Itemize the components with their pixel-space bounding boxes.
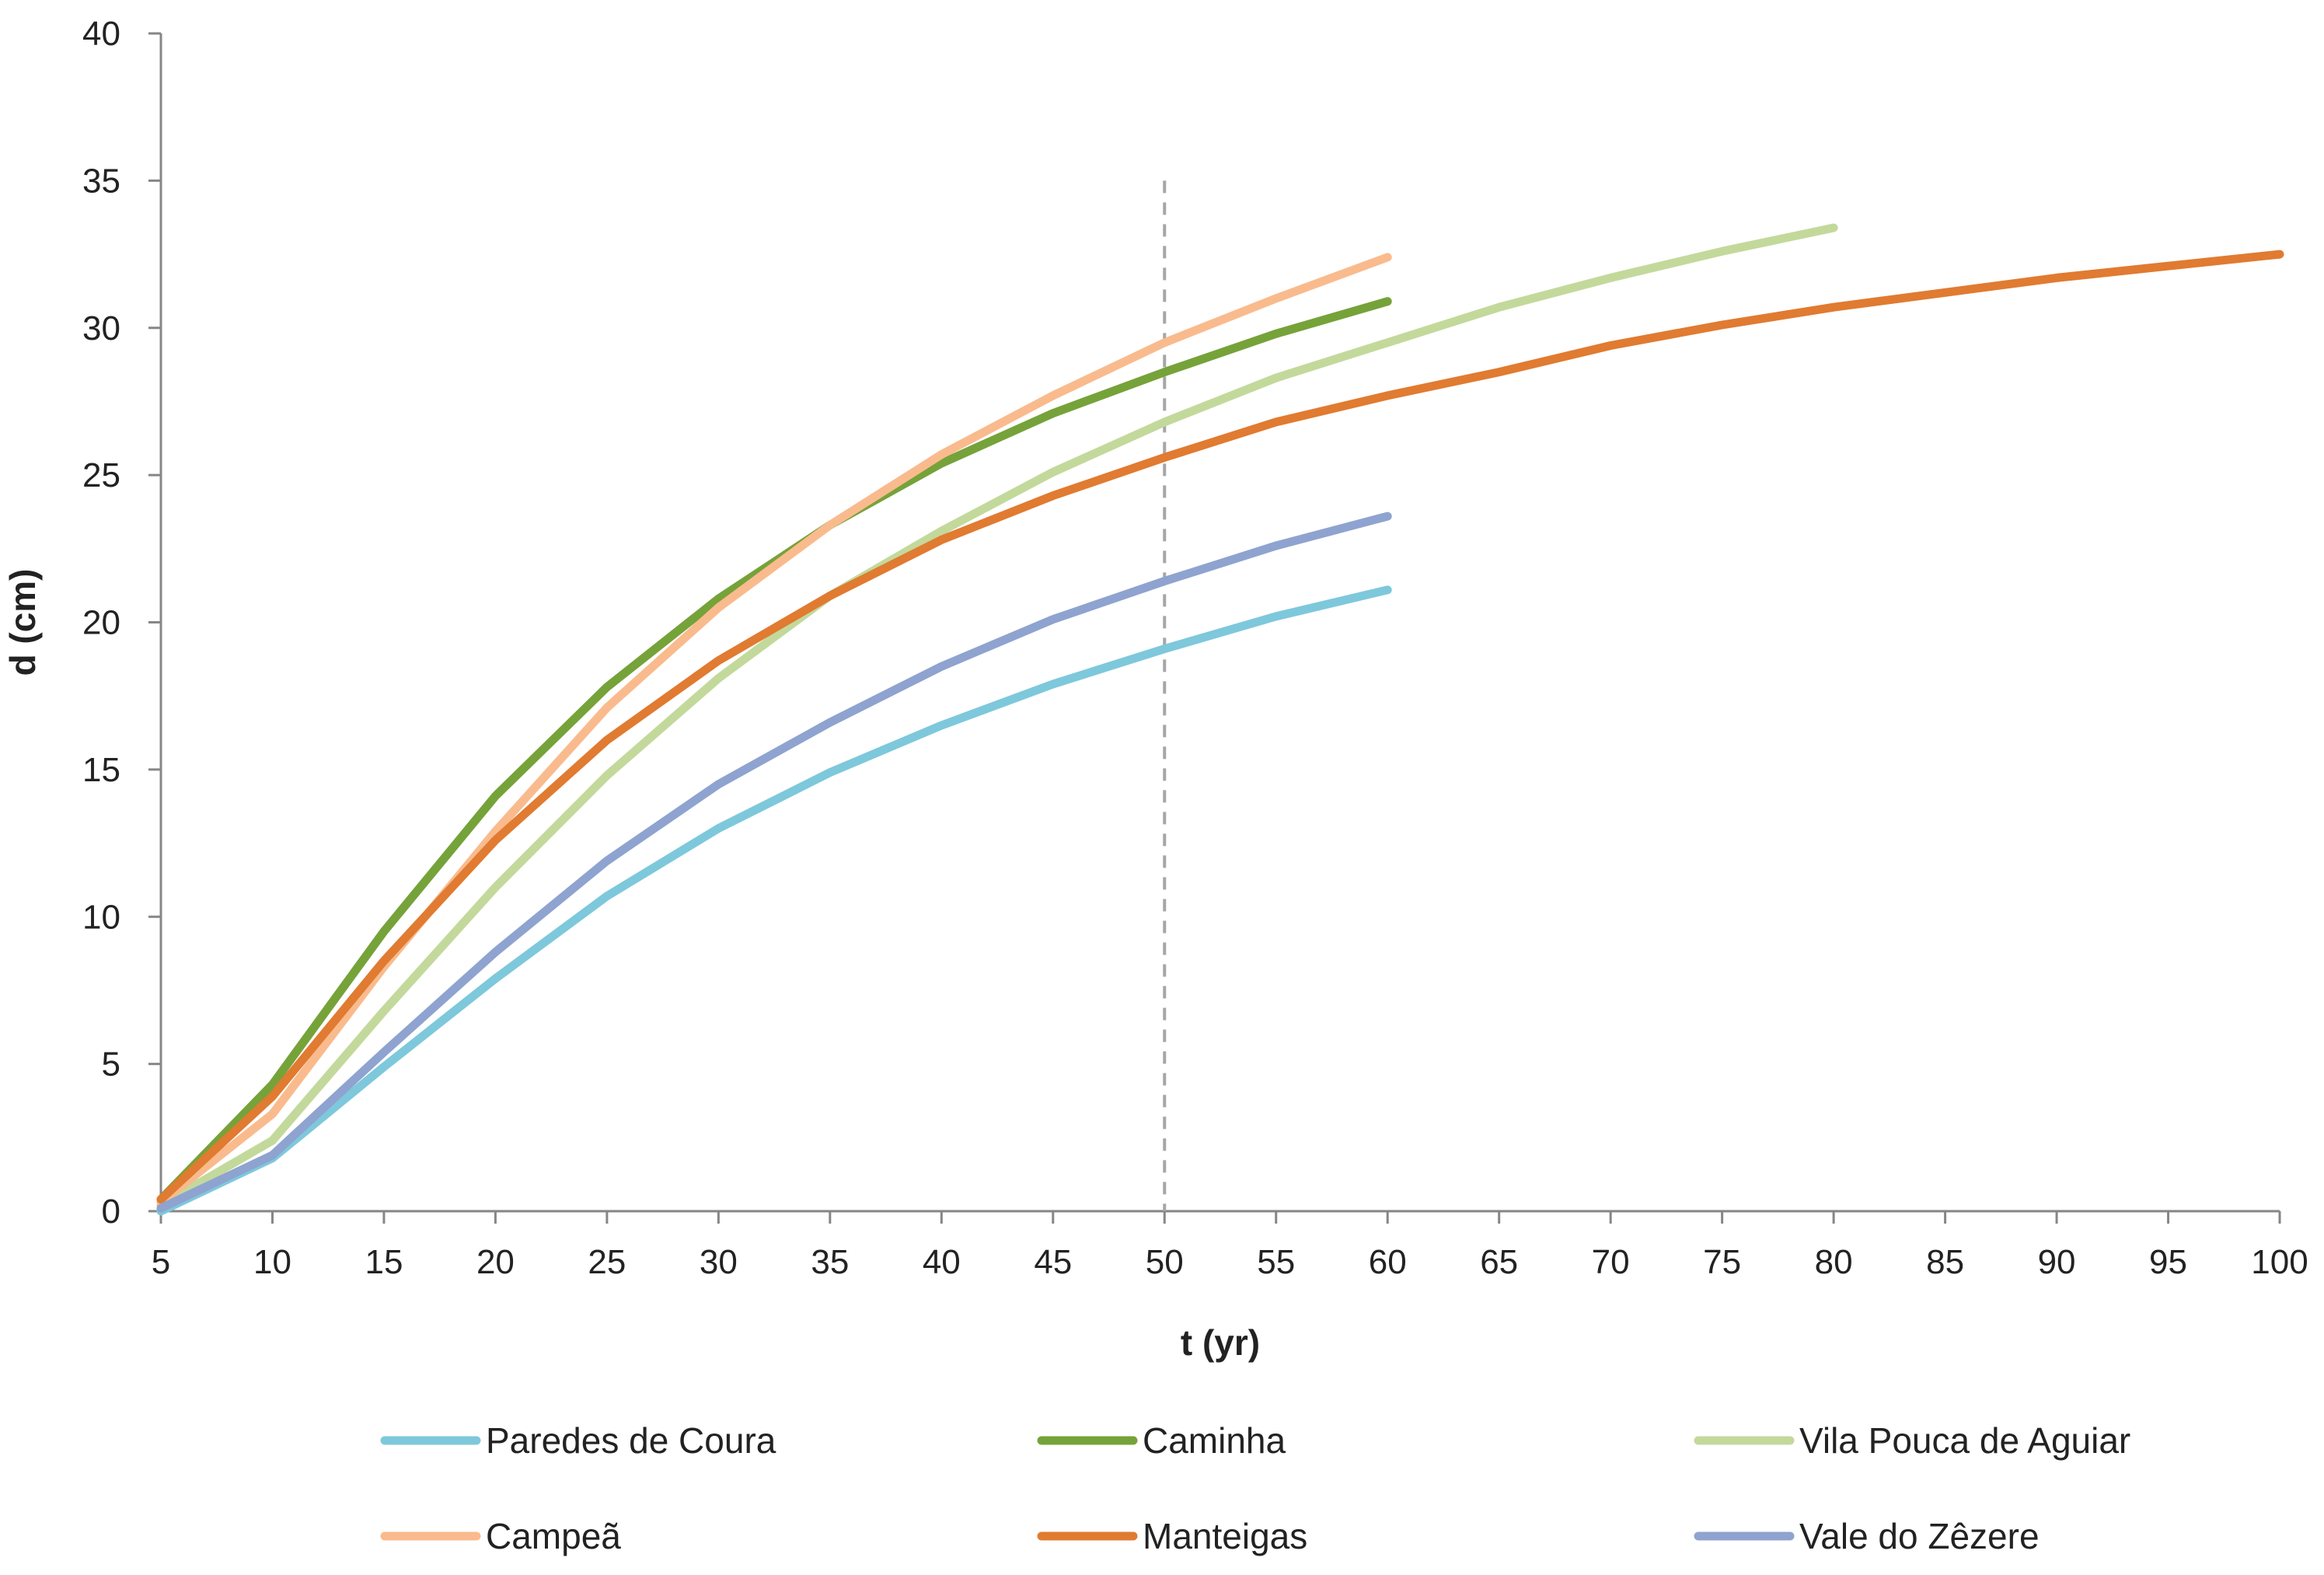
series-lines — [156, 223, 2284, 1216]
x-tick-label: 90 — [2038, 1243, 2076, 1281]
x-tick-label: 100 — [2251, 1243, 2308, 1281]
legend-label: Vila Pouca de Aguiar — [1799, 1420, 2130, 1461]
legend: Paredes de Coura Caminha Vila Pouca de Agu… — [380, 1420, 2130, 1556]
x-tick-label: 35 — [811, 1243, 849, 1281]
y-tick-label: 25 — [82, 456, 120, 494]
y-tick-label: 35 — [82, 162, 120, 200]
legend-label: Caminha — [1143, 1420, 1286, 1461]
x-tick-label: 50 — [1146, 1243, 1184, 1281]
x-tick-label: 75 — [1703, 1243, 1741, 1281]
legend-label: Campeã — [486, 1516, 621, 1556]
legend-item-vale-do-zezere: Vale do Zêzere — [1694, 1516, 2040, 1556]
series-line-vila-pouca-de-aguiar — [156, 223, 1838, 1210]
series-line-campea — [156, 253, 1392, 1207]
legend-item-paredes-de-coura: Paredes de Coura — [380, 1420, 776, 1461]
y-tick-label: 10 — [82, 898, 120, 936]
legend-item-manteigas: Manteigas — [1037, 1516, 1307, 1556]
x-tick-label: 60 — [1369, 1243, 1407, 1281]
x-axis-ticks: 5 10 15 20 25 30 35 40 45 50 55 60 65 70 75 80 85 90 95 100 — [152, 1211, 2308, 1281]
x-tick-label: 85 — [1926, 1243, 1964, 1281]
x-tick-label: 45 — [1034, 1243, 1072, 1281]
x-tick-label: 10 — [253, 1243, 291, 1281]
x-tick-label: 30 — [700, 1243, 738, 1281]
legend-label: Manteigas — [1143, 1516, 1307, 1556]
x-tick-label: 95 — [2149, 1243, 2187, 1281]
x-tick-label: 5 — [152, 1243, 170, 1281]
series-line-paredes-de-coura — [156, 585, 1392, 1216]
axes — [159, 33, 2280, 1213]
x-tick-label: 40 — [923, 1243, 961, 1281]
x-tick-label: 70 — [1592, 1243, 1630, 1281]
y-tick-label: 5 — [102, 1046, 120, 1084]
x-tick-label: 25 — [588, 1243, 626, 1281]
x-tick-label: 55 — [1257, 1243, 1295, 1281]
series-line-vale-do-zezere — [156, 512, 1392, 1213]
x-tick-label: 65 — [1480, 1243, 1518, 1281]
y-axis-ticks: 0 5 10 15 20 25 30 35 40 — [82, 15, 161, 1231]
legend-item-vila-pouca-de-aguiar: Vila Pouca de Aguiar — [1694, 1420, 2130, 1461]
x-tick-label: 20 — [476, 1243, 515, 1281]
legend-item-caminha: Caminha — [1037, 1420, 1286, 1461]
legend-item-campea: Campeã — [380, 1516, 621, 1556]
x-tick-label: 15 — [365, 1243, 403, 1281]
x-tick-label: 80 — [1815, 1243, 1853, 1281]
y-tick-label: 0 — [102, 1193, 120, 1231]
x-axis-title: t (yr) — [1181, 1322, 1260, 1363]
y-tick-label: 30 — [82, 309, 120, 347]
y-tick-label: 20 — [82, 604, 120, 642]
series-line-manteigas — [156, 250, 2284, 1204]
y-tick-label: 15 — [82, 751, 120, 789]
y-axis-title: d (cm) — [2, 569, 43, 676]
legend-label: Vale do Zêzere — [1799, 1516, 2040, 1556]
legend-label: Paredes de Coura — [486, 1420, 776, 1461]
y-tick-label: 40 — [82, 15, 120, 53]
